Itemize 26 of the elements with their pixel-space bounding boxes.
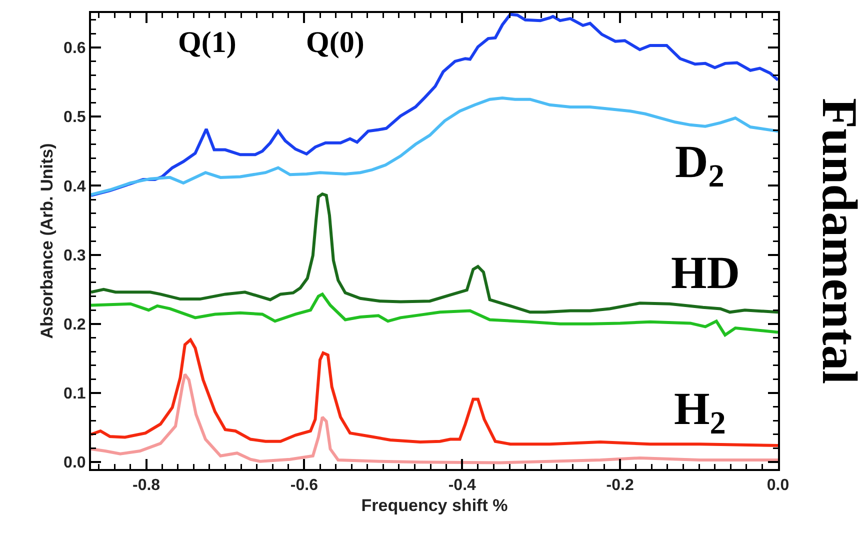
y-tick-label: 0.6 — [64, 40, 86, 58]
line-series — [91, 13, 778, 197]
y-tick-label: 0.3 — [64, 247, 86, 264]
y-axis-title: Absorbance (Arb. Units) — [38, 143, 57, 339]
line-series — [91, 96, 778, 196]
line-series — [91, 338, 778, 448]
x-tick-label: -0.2 — [606, 477, 634, 494]
x-tick-label: 0.0 — [766, 477, 790, 494]
annotation: D$_{2}$ — [675, 136, 724, 194]
x-axis-title: Frequency shift % — [361, 496, 508, 516]
line-series — [91, 192, 778, 314]
annotation: Q(0) — [306, 26, 364, 59]
x-tick-label: -0.8 — [132, 477, 160, 494]
annotation: Q(1) — [178, 26, 236, 59]
y-tick-label: 0.0 — [64, 454, 86, 472]
annotation: HD — [671, 247, 740, 298]
text: Fundamental — [812, 98, 868, 384]
line-series — [91, 372, 778, 464]
annotation: H$_{2}$ — [674, 383, 726, 441]
y-tick-label: 0.1 — [64, 386, 86, 403]
y-tick-label: 0.5 — [64, 109, 86, 126]
y-tick-label: 0.2 — [64, 316, 86, 334]
x-tick-label: -0.4 — [448, 477, 476, 494]
x-tick-label: -0.6 — [290, 477, 318, 494]
line-series — [91, 292, 778, 336]
y-tick-label: 0.4 — [64, 178, 86, 196]
